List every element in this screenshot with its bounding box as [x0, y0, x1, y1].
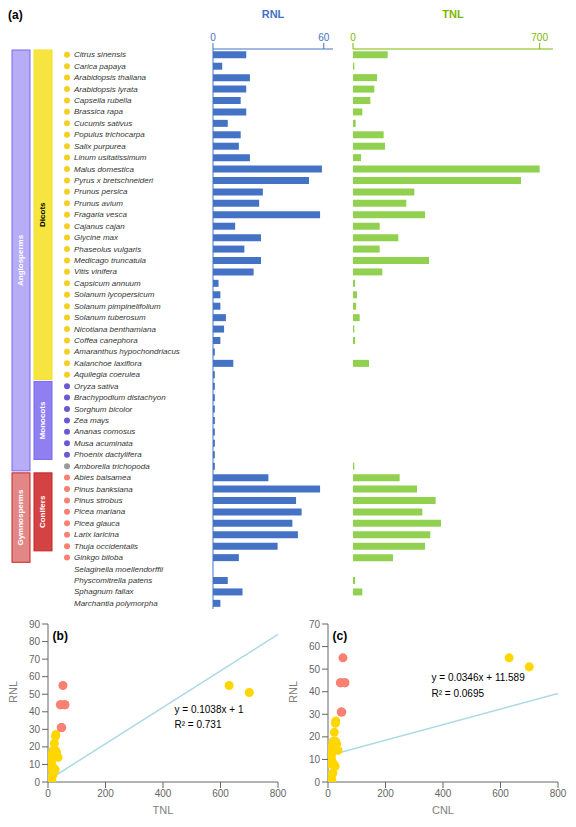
svg-text:Angiosperms: Angiosperms — [17, 234, 26, 286]
svg-text:60: 60 — [29, 671, 41, 682]
svg-text:Cucumis sativus: Cucumis sativus — [74, 119, 132, 128]
svg-text:Glycine max: Glycine max — [74, 233, 119, 242]
svg-text:20: 20 — [29, 741, 41, 752]
svg-text:60: 60 — [318, 32, 330, 43]
svg-text:Dicots: Dicots — [39, 202, 48, 227]
svg-text:Amaranthus hypochondriacus: Amaranthus hypochondriacus — [73, 347, 180, 356]
svg-text:Picea glauca: Picea glauca — [74, 519, 120, 528]
svg-text:90: 90 — [29, 619, 41, 630]
html-text:y = 0.0346x + 11.589: y = 0.0346x + 11.589 — [431, 672, 525, 683]
svg-text:60: 60 — [309, 641, 321, 652]
svg-text:Musa acuminata: Musa acuminata — [74, 439, 133, 448]
html-text:R² = 0.731: R² = 0.731 — [174, 719, 222, 731]
svg-text:Thuja occidentalis: Thuja occidentalis — [74, 542, 138, 551]
svg-text:Malus domestica: Malus domestica — [74, 165, 135, 174]
svg-text:Ginkgo biloba: Ginkgo biloba — [74, 553, 123, 562]
svg-text:Prunus avium: Prunus avium — [74, 199, 123, 208]
svg-text:Arabidopsis lyrata: Arabidopsis lyrata — [73, 85, 138, 94]
html-text:y = 0.1038x + 1: y = 0.1038x + 1 — [174, 703, 244, 715]
svg-text:Fragaria vesca: Fragaria vesca — [74, 210, 127, 219]
svg-text:Zea mays: Zea mays — [73, 416, 109, 425]
svg-text:Capsella rubella: Capsella rubella — [74, 96, 132, 105]
svg-text:30: 30 — [29, 724, 41, 735]
svg-text:Sphagnum fallax: Sphagnum fallax — [74, 587, 135, 596]
svg-text:Citrus sinensis: Citrus sinensis — [74, 50, 126, 59]
svg-text:Brachypodium distachyon: Brachypodium distachyon — [74, 393, 166, 402]
svg-text:Conifers: Conifers — [39, 495, 48, 528]
svg-text:200: 200 — [377, 788, 394, 799]
svg-text:800: 800 — [270, 788, 287, 799]
svg-text:0: 0 — [350, 32, 356, 43]
svg-text:Kalanchoe laxiflora: Kalanchoe laxiflora — [74, 359, 142, 368]
svg-text:Pyrus x bretschneideri: Pyrus x bretschneideri — [74, 176, 153, 185]
svg-text:Aquilegia coerulea: Aquilegia coerulea — [73, 370, 140, 379]
svg-text:600: 600 — [492, 788, 509, 799]
svg-text:200: 200 — [97, 788, 114, 799]
html-text:(c): (c) — [332, 628, 348, 643]
svg-text:400: 400 — [435, 788, 452, 799]
svg-text:Arabidopsis thaliana: Arabidopsis thaliana — [73, 73, 147, 82]
svg-text:700: 700 — [531, 32, 548, 43]
svg-text:Pinus strobus: Pinus strobus — [74, 496, 122, 505]
svg-text:20: 20 — [309, 731, 321, 742]
svg-text:TNL: TNL — [153, 804, 174, 814]
html-text:(a): (a) — [8, 8, 23, 22]
svg-text:Solanum lycopersicum: Solanum lycopersicum — [74, 290, 155, 299]
svg-text:0: 0 — [34, 777, 40, 788]
svg-text:Carica papaya: Carica papaya — [74, 62, 126, 71]
svg-text:0: 0 — [210, 32, 216, 43]
svg-text:Picea mariana: Picea mariana — [74, 507, 126, 516]
html-text:(b): (b) — [52, 628, 68, 643]
svg-text:600: 600 — [212, 788, 229, 799]
html-text:RNL: RNL — [261, 8, 285, 20]
svg-text:RNL: RNL — [288, 681, 299, 703]
svg-text:Selaginella moellendorffii: Selaginella moellendorffii — [74, 565, 163, 574]
svg-text:10: 10 — [29, 759, 41, 770]
svg-text:Gymnosperms: Gymnosperms — [17, 489, 26, 546]
svg-text:Capsicum annuum: Capsicum annuum — [74, 279, 141, 288]
svg-text:Physcomitrella patens: Physcomitrella patens — [74, 576, 152, 585]
svg-text:Ananas comosus: Ananas comosus — [73, 427, 135, 436]
svg-text:Pinus banksiana: Pinus banksiana — [74, 485, 133, 494]
svg-text:Nicotiana benthamiana: Nicotiana benthamiana — [74, 325, 156, 334]
svg-text:0: 0 — [45, 788, 51, 799]
html-text:TNL: TNL — [442, 8, 464, 20]
svg-text:Sorghum bicolor: Sorghum bicolor — [74, 405, 133, 414]
svg-text:Linum usitatissimum: Linum usitatissimum — [74, 153, 147, 162]
svg-text:RNL: RNL — [8, 681, 19, 703]
svg-text:Salix purpurea: Salix purpurea — [74, 142, 126, 151]
svg-text:Monocots: Monocots — [39, 401, 48, 439]
svg-text:40: 40 — [309, 686, 321, 697]
svg-text:80: 80 — [29, 636, 41, 647]
svg-text:Prunus persica: Prunus persica — [74, 187, 128, 196]
svg-text:40: 40 — [29, 706, 41, 717]
svg-text:Medicago truncatula: Medicago truncatula — [74, 256, 147, 265]
svg-text:Solanum tuberosum: Solanum tuberosum — [74, 313, 146, 322]
svg-text:0: 0 — [314, 777, 320, 788]
svg-text:Phaseolus vulgaris: Phaseolus vulgaris — [74, 245, 141, 254]
svg-text:10: 10 — [309, 754, 321, 765]
svg-text:Marchantia polymorpha: Marchantia polymorpha — [74, 599, 158, 608]
svg-text:0: 0 — [325, 788, 331, 799]
svg-text:Solanum pimpinelifolium: Solanum pimpinelifolium — [74, 302, 161, 311]
svg-text:70: 70 — [309, 619, 321, 630]
svg-text:Larix laricina: Larix laricina — [74, 530, 119, 539]
svg-text:Phoenix dactylifera: Phoenix dactylifera — [74, 450, 142, 459]
svg-text:Populus trichocarpa: Populus trichocarpa — [74, 130, 145, 139]
svg-text:Abies balsamea: Abies balsamea — [73, 473, 131, 482]
svg-text:50: 50 — [29, 689, 41, 700]
svg-text:CNL: CNL — [432, 804, 454, 814]
svg-text:Brassica rapa: Brassica rapa — [74, 107, 123, 116]
svg-text:400: 400 — [155, 788, 172, 799]
svg-text:Amborella trichopoda: Amborella trichopoda — [73, 462, 150, 471]
svg-text:800: 800 — [550, 788, 567, 799]
svg-text:70: 70 — [29, 654, 41, 665]
svg-text:Coffea canephora: Coffea canephora — [74, 336, 138, 345]
svg-text:Vitis vinifera: Vitis vinifera — [74, 267, 118, 276]
svg-text:50: 50 — [309, 664, 321, 675]
html-text:R² = 0.0695: R² = 0.0695 — [431, 687, 484, 699]
svg-text:Cajanus cajan: Cajanus cajan — [74, 222, 125, 231]
svg-text:30: 30 — [309, 709, 321, 720]
svg-text:Oryza sativa: Oryza sativa — [74, 382, 119, 391]
